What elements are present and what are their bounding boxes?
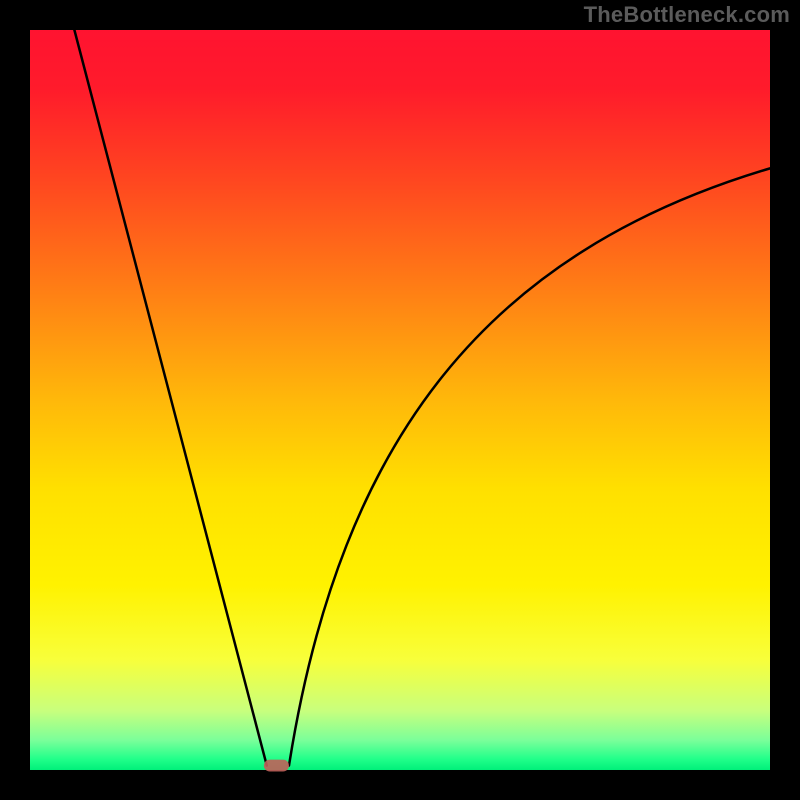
chart-container: TheBottleneck.com xyxy=(0,0,800,800)
watermark-text: TheBottleneck.com xyxy=(584,2,790,28)
optimum-marker xyxy=(264,760,289,772)
plot-background xyxy=(30,30,770,770)
bottleneck-chart xyxy=(0,0,800,800)
